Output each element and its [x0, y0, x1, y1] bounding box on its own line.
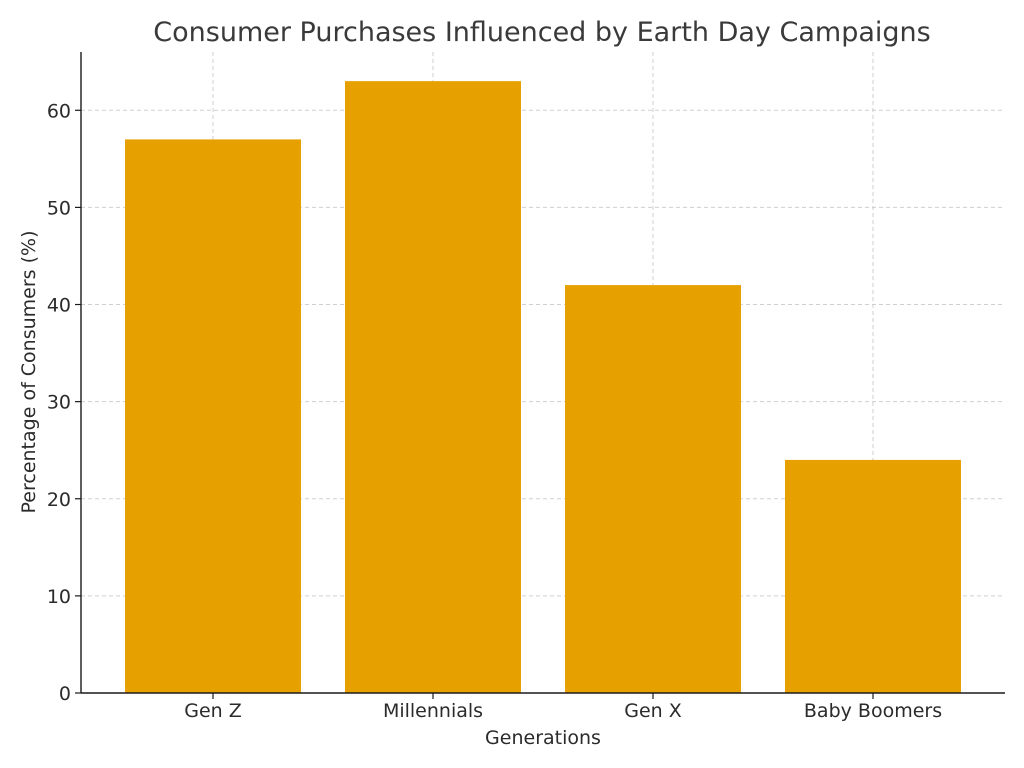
y-tick-label: 50 [47, 197, 71, 219]
x-ticks: Gen Z Millennials Gen X Baby Boomers [184, 693, 942, 722]
y-axis-label: Percentage of Consumers (%) [18, 231, 40, 514]
x-tick-label: Gen Z [184, 700, 242, 722]
bar-millennials [345, 81, 521, 694]
axes [80, 52, 1005, 694]
bars [125, 81, 961, 694]
bar-gen-x [565, 285, 741, 693]
y-tick-label: 40 [47, 295, 71, 317]
bar-baby-boomers [785, 459, 961, 693]
y-tick-label: 0 [59, 683, 71, 705]
x-tick-label: Baby Boomers [804, 700, 942, 722]
x-axis-label: Generations [485, 727, 601, 749]
y-tick-label: 20 [47, 489, 71, 511]
y-ticks: 0 10 20 30 40 50 60 [47, 100, 81, 705]
x-tick-label: Gen X [624, 700, 682, 722]
bar-gen-z [125, 139, 301, 694]
y-tick-label: 60 [47, 100, 71, 122]
x-tick-label: Millennials [383, 700, 483, 722]
y-tick-label: 10 [47, 586, 71, 608]
chart-title: Consumer Purchases Influenced by Earth D… [153, 17, 930, 48]
y-tick-label: 30 [47, 392, 71, 414]
